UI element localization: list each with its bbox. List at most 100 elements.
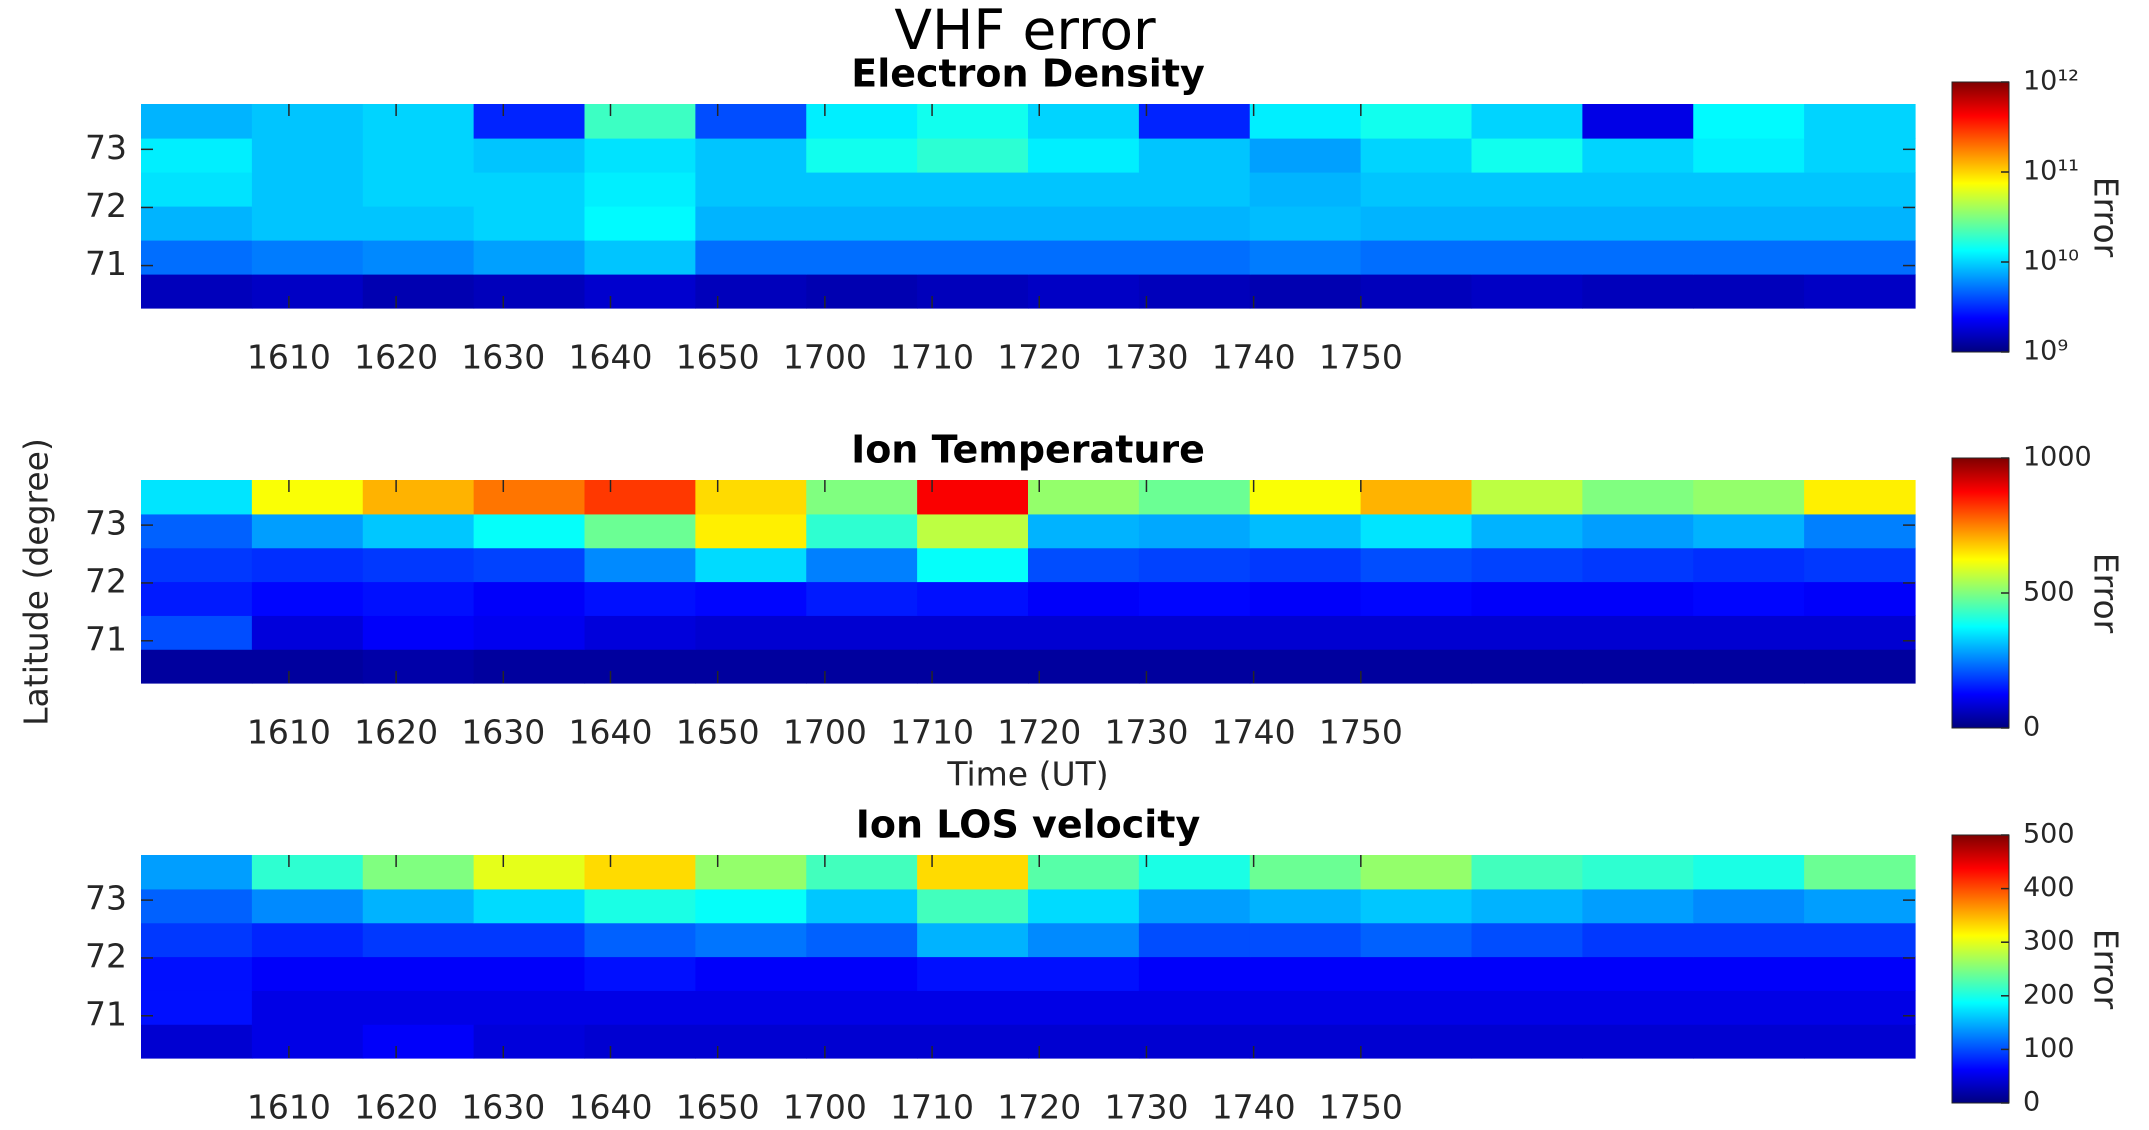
- colorbar: [1951, 834, 2010, 1104]
- heatmap-cell: [473, 888, 586, 924]
- heatmap-cell: [1028, 513, 1140, 549]
- heatmap-cell: [1249, 480, 1362, 515]
- heatmap-cell: [1028, 649, 1140, 684]
- heatmap-cell: [806, 922, 918, 958]
- heatmap-cell: [1804, 922, 1916, 958]
- heatmap-cell: [1471, 1024, 1583, 1059]
- heatmap-cell: [917, 888, 1029, 924]
- heatmap-cell: [584, 1024, 696, 1059]
- x-tick-label: 1720: [997, 713, 1081, 752]
- heatmap-cell: [1028, 547, 1140, 583]
- x-tick-label: 1620: [354, 1088, 438, 1127]
- heatmap-cell: [1471, 240, 1583, 275]
- heatmap-cell: [362, 581, 475, 616]
- heatmap-cell: [141, 581, 253, 616]
- heatmap-cell: [1693, 615, 1805, 650]
- colorbar-tick-label: 300: [2023, 926, 2075, 957]
- heatmap-cell: [1249, 990, 1362, 1025]
- heatmap-cell: [1804, 855, 1916, 890]
- heatmap-cell: [141, 922, 253, 958]
- heatmap-cell: [806, 513, 918, 549]
- heatmap-cell: [1804, 956, 1916, 991]
- heatmap-cell: [141, 649, 253, 684]
- heatmap-cell: [1471, 649, 1583, 684]
- heatmap-cell: [917, 240, 1029, 275]
- heatmap-cell: [1693, 513, 1805, 549]
- heatmap-cell: [1028, 888, 1140, 924]
- heatmap-cell: [362, 104, 475, 139]
- heatmap-cell: [806, 138, 918, 173]
- heatmap-cell: [1360, 615, 1473, 650]
- x-tick-label: 1740: [1212, 713, 1296, 752]
- heatmap-cell: [1471, 888, 1583, 924]
- heatmap-cell: [1693, 649, 1805, 684]
- heatmap-cell: [917, 649, 1029, 684]
- heatmap-cell: [1138, 888, 1251, 924]
- heatmap-cell: [917, 615, 1029, 650]
- heatmap-cell: [251, 206, 364, 241]
- panel-title: Ion LOS velocity: [856, 803, 1201, 847]
- heatmap-cell: [1582, 922, 1694, 958]
- heatmap-cell: [917, 990, 1029, 1025]
- heatmap-cell: [1582, 581, 1694, 616]
- heatmap-cell: [1471, 206, 1583, 241]
- heatmap-cell: [1693, 922, 1805, 958]
- heatmap-cell: [1249, 581, 1362, 616]
- heatmap-cell: [1693, 480, 1805, 515]
- heatmap-cell: [695, 888, 807, 924]
- heatmap-cell: [917, 581, 1029, 616]
- colorbar-label: Error: [2087, 177, 2126, 258]
- heatmap-cell: [695, 104, 807, 139]
- heatmap-cell: [362, 480, 475, 515]
- heatmap-cell: [806, 172, 918, 207]
- heatmap-cell: [1138, 649, 1251, 684]
- heatmap-cell: [1693, 172, 1805, 207]
- y-axis-label: Latitude (degree): [17, 438, 56, 726]
- heatmap-cell: [362, 513, 475, 549]
- heatmap-cell: [806, 956, 918, 991]
- heatmap-cell: [695, 581, 807, 616]
- heatmap-cell: [917, 855, 1029, 890]
- heatmap-cell: [806, 274, 918, 309]
- heatmap-cell: [1249, 615, 1362, 650]
- heatmap-cell: [1804, 480, 1916, 515]
- heatmap-cell: [1138, 513, 1251, 549]
- heatmap-cell: [1028, 480, 1140, 515]
- heatmap-cell: [1804, 888, 1916, 924]
- x-tick-label: 1750: [1319, 338, 1403, 377]
- heatmap-cell: [1249, 888, 1362, 924]
- heatmap-cell: [251, 274, 364, 309]
- heatmap-cell: [1138, 104, 1251, 139]
- heatmap-cell: [473, 206, 586, 241]
- colorbar: [1951, 457, 2010, 729]
- heatmap-cell: [141, 138, 253, 173]
- colorbar-tick-label: 10¹¹: [2023, 156, 2079, 187]
- heatmap-cell: [806, 855, 918, 890]
- heatmap-cell: [584, 547, 696, 583]
- heatmap-cell: [584, 480, 696, 515]
- x-tick-label: 1720: [997, 338, 1081, 377]
- heatmap-cell: [1138, 206, 1251, 241]
- heatmap-cell: [1471, 990, 1583, 1025]
- heatmap-cell: [1360, 649, 1473, 684]
- heatmap-cell: [1138, 274, 1251, 309]
- heatmap-cell: [1138, 922, 1251, 958]
- heatmap-cell: [1360, 888, 1473, 924]
- heatmap-cell: [1360, 513, 1473, 549]
- heatmap-cell: [141, 855, 253, 890]
- heatmap-cell: [251, 649, 364, 684]
- heatmap-cell: [1138, 581, 1251, 616]
- heatmap-cell: [1028, 240, 1140, 275]
- heatmap-cell: [251, 922, 364, 958]
- heatmap-cell: [362, 649, 475, 684]
- heatmap-cell: [141, 1024, 253, 1059]
- heatmap-cell: [362, 615, 475, 650]
- heatmap-cell: [251, 956, 364, 991]
- heatmap-cell: [1804, 206, 1916, 241]
- heatmap-cell: [1582, 206, 1694, 241]
- heatmap-cell: [1249, 172, 1362, 207]
- heatmap-cell: [141, 513, 253, 549]
- heatmap-cell: [1138, 990, 1251, 1025]
- y-tick-label: 73: [85, 879, 127, 918]
- heatmap-cell: [1471, 956, 1583, 991]
